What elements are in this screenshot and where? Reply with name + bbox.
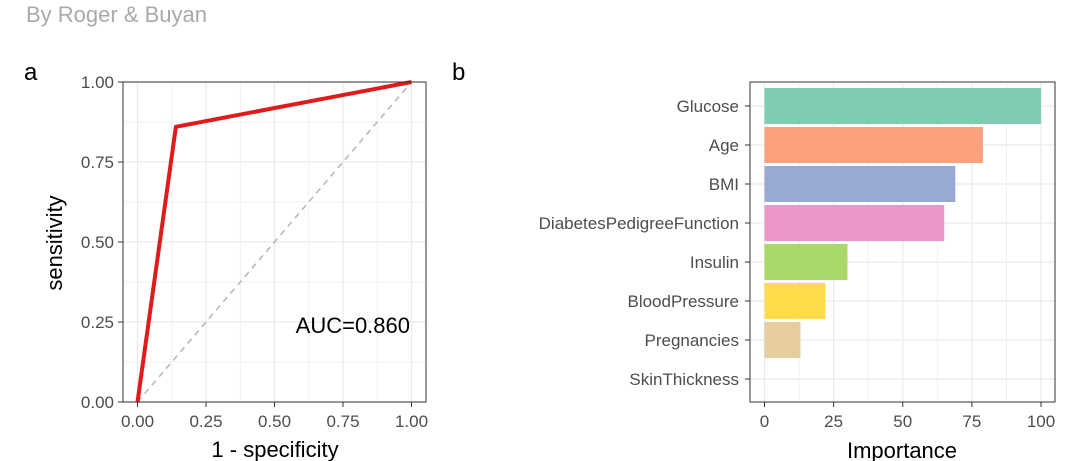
byline: By Roger & Buyan (26, 2, 207, 27)
importance-bar (764, 244, 848, 280)
importance-x-axis-title: Importance (847, 438, 957, 461)
importance-category-label: Glucose (677, 97, 739, 116)
auc-annotation: AUC=0.860 (296, 313, 410, 338)
importance-bar (764, 166, 956, 202)
importance-x-tick-label: 25 (824, 412, 843, 431)
importance-bar (764, 88, 1041, 124)
importance-y-ticks: Glucose Age BMI DiabetesPedigreeFunction Ins… (539, 97, 750, 389)
importance-x-tick-label: 75 (962, 412, 981, 431)
importance-category-label: BloodPressure (627, 292, 739, 311)
roc-y-tick-label: 0.75 (81, 153, 114, 172)
panel-label-a: a (24, 59, 38, 86)
reference-diagonal (136, 81, 413, 403)
roc-x-tick-label: 0.75 (326, 412, 359, 431)
importance-x-tick-label: 100 (1027, 412, 1055, 431)
importance-category-label: DiabetesPedigreeFunction (539, 214, 739, 233)
roc-panel: a 0.00 0.25 0.50 0.75 1.00 0.00 0.25 0.50 0.75 1… (24, 59, 428, 461)
importance-bar (764, 283, 826, 319)
importance-category-label: BMI (709, 175, 739, 194)
roc-x-tick-label: 1.00 (395, 412, 428, 431)
panel-label-b: b (452, 59, 465, 86)
importance-bar (764, 205, 945, 241)
importance-category-label: Age (709, 136, 739, 155)
importance-category-label: Insulin (690, 253, 739, 272)
roc-x-tick-label: 0.50 (258, 412, 291, 431)
roc-y-tick-label: 0.25 (81, 313, 114, 332)
roc-curve (135, 80, 412, 403)
roc-x-tick-label: 0.00 (121, 412, 154, 431)
importance-category-label: SkinThickness (629, 370, 739, 389)
importance-x-tick-label: 0 (760, 412, 769, 431)
importance-category-label: Pregnancies (644, 331, 739, 350)
roc-x-axis-title: 1 - specificity (211, 437, 338, 461)
roc-y-axis-title: sensitivity (42, 195, 67, 290)
importance-bar (764, 127, 983, 163)
roc-x-tick-label: 0.25 (189, 412, 222, 431)
roc-y-tick-label: 1.00 (81, 73, 114, 92)
roc-y-tick-label: 0.50 (81, 233, 114, 252)
roc-y-ticks: 0.00 0.25 0.50 0.75 1.00 (81, 73, 123, 412)
importance-panel: b 0 25 50 75 100 Glucose Age BMI DiabetesPedigr… (452, 59, 1056, 461)
importance-x-ticks: 0 25 50 75 100 (760, 402, 1055, 431)
importance-bar (764, 322, 801, 358)
roc-y-tick-label: 0.00 (81, 393, 114, 412)
roc-x-ticks: 0.00 0.25 0.50 0.75 1.00 (121, 402, 428, 431)
importance-bars (764, 88, 1041, 358)
importance-x-tick-label: 50 (893, 412, 912, 431)
